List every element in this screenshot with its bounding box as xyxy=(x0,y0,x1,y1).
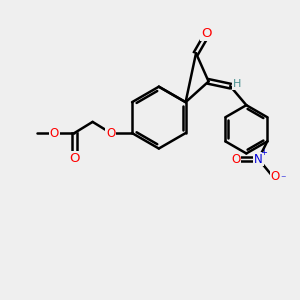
Text: H: H xyxy=(233,79,242,89)
Text: O: O xyxy=(201,27,212,40)
Text: O: O xyxy=(69,152,80,165)
Text: O: O xyxy=(106,127,116,140)
Text: ⁻: ⁻ xyxy=(280,174,286,184)
Text: N: N xyxy=(254,152,263,166)
Text: O: O xyxy=(50,127,59,140)
Text: O: O xyxy=(231,152,240,166)
Text: +: + xyxy=(260,148,267,157)
Text: O: O xyxy=(271,170,280,183)
